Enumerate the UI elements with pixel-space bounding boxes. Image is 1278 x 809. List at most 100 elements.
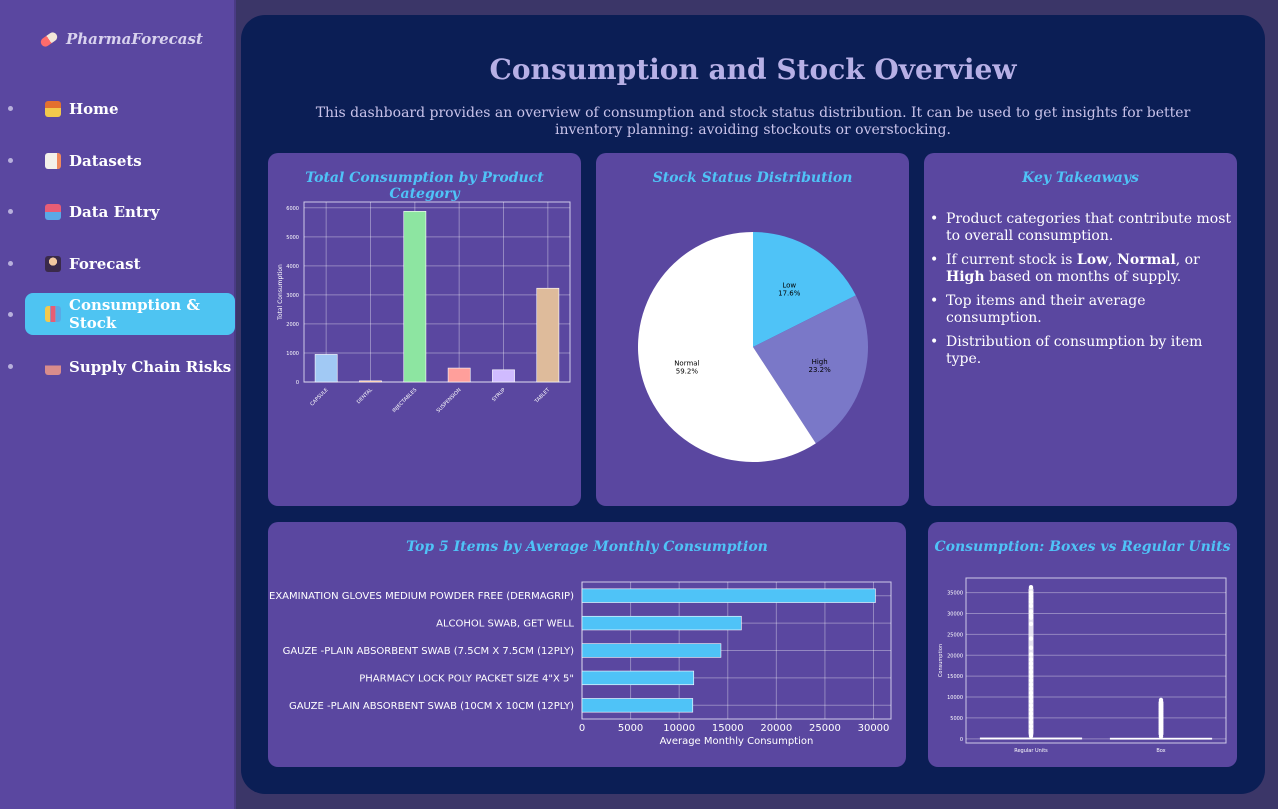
slice-label: High [812, 358, 828, 366]
sidebar-item-label: Consumption & Stock [69, 296, 200, 332]
y-axis-label: Consumption [938, 644, 944, 677]
brand[interactable]: PharmaForecast [39, 30, 203, 48]
x-tick-label: 0 [579, 723, 585, 734]
y-tick-label: 4000 [286, 264, 299, 270]
x-tick-label: INJECTABLES [391, 387, 418, 414]
bar [581, 698, 694, 713]
card-boxes-vs-units: Consumption: Boxes vs Regular Units 0 500… [928, 522, 1237, 767]
card-stock-status: Stock Status Distribution Low 17.6% High 23… [596, 153, 909, 506]
bar [581, 588, 876, 603]
card-title: Consumption: Boxes vs Regular Units [934, 539, 1231, 555]
outlier-point [1028, 682, 1034, 687]
inbox-icon [45, 204, 61, 220]
card-title: Total Consumption by Product Category [305, 170, 544, 202]
slice-pct-label: 23.2% [808, 366, 831, 374]
y-axis-label: Total Consumption [277, 264, 284, 321]
sidebar-item-forecast[interactable]: Forecast [25, 243, 235, 285]
takeaway-item: Distribution of consumption by item type… [930, 334, 1238, 368]
x-tick-label: 20000 [760, 723, 792, 734]
y-tick-label: 5000 [286, 235, 299, 241]
sidebar-item-data-entry[interactable]: Data Entry [25, 191, 235, 233]
outlier-point [1028, 615, 1034, 620]
factory-icon [45, 359, 61, 375]
x-tick-label: 5000 [618, 723, 643, 734]
outlier-point [1028, 665, 1034, 671]
bar [447, 367, 471, 383]
x-tick-label: TABLET [533, 387, 552, 406]
outlier-point [1028, 686, 1034, 691]
page-title: Consumption and Stock Overview [489, 53, 1017, 86]
bar [581, 643, 722, 658]
pill-icon [39, 30, 59, 48]
outlier-point [1028, 724, 1034, 729]
y-tick-label: 1000 [286, 351, 299, 357]
bar [314, 354, 338, 383]
slice-pct-label: 17.6% [778, 289, 801, 297]
bar [492, 369, 515, 383]
outlier-point [1028, 703, 1034, 708]
brand-label: PharmaForecast [66, 30, 203, 48]
outlier-point [1028, 711, 1034, 716]
y-tick-label: 20000 [947, 653, 963, 659]
outlier-point [1028, 715, 1034, 721]
card-title: Top 5 Items by Average Monthly Consumpti… [406, 539, 768, 555]
bar [581, 670, 695, 686]
outlier-point [1028, 673, 1034, 679]
sidebar-item-label: Forecast [69, 255, 141, 273]
outlier-point [1028, 645, 1034, 650]
sidebar-item-label: Datasets [69, 152, 142, 170]
outlier-point [1028, 669, 1034, 675]
card-category-consumption: Total Consumption by Product Category 0 1… [268, 153, 581, 506]
bar-chart-icon [45, 306, 61, 322]
document-icon [45, 153, 61, 169]
nav-bullet [8, 158, 13, 163]
card-key-takeaways: Key Takeaways Product categories that co… [924, 153, 1237, 506]
nav-bullet [8, 209, 13, 214]
fortune-teller-icon [45, 256, 61, 272]
bar [581, 615, 742, 631]
sidebar-item-consumption-stock[interactable]: Consumption & Stock [25, 293, 235, 335]
outlier-point [1028, 661, 1034, 666]
sidebar-item-datasets[interactable]: Datasets [25, 140, 235, 182]
outlier-point [1028, 584, 1034, 590]
y-tick-label: PHARMACY LOCK POLY PACKET SIZE 4"X 5" [359, 673, 574, 684]
outlier-point [1028, 733, 1034, 739]
outlier-point [1028, 707, 1034, 712]
slice-label: Low [782, 281, 796, 289]
x-axis-label: Average Monthly Consumption [660, 736, 814, 747]
card-top5-items: Top 5 Items by Average Monthly Consumpti… [268, 522, 906, 767]
card-title: Key Takeaways [1022, 170, 1139, 186]
plot-area [303, 201, 571, 383]
outlier-point [1158, 734, 1164, 739]
bar [403, 210, 427, 383]
house-icon [45, 101, 61, 117]
y-tick-label: 5000 [950, 716, 963, 722]
sidebar-item-label: Supply Chain Risks [69, 358, 232, 376]
sidebar-item-supply-chain-risks[interactable]: Supply Chain Risks [25, 346, 235, 388]
page-description: This dashboard provides an overview of c… [315, 105, 1191, 138]
outlier-point [1028, 609, 1034, 614]
sidebar-item-label: Data Entry [69, 203, 160, 221]
outlier-point [1028, 590, 1034, 595]
outlier-point [1028, 678, 1034, 683]
sidebar-item-label: Home [69, 100, 119, 118]
x-tick-label: 30000 [858, 723, 890, 734]
y-tick-label: 15000 [947, 674, 963, 680]
main-panel: Consumption and Stock Overview This dash… [241, 15, 1265, 794]
x-tick-label: SYRUP [491, 387, 507, 403]
takeaways-list: Product categories that contribute most … [930, 211, 1238, 375]
y-tick-label: 6000 [286, 206, 299, 212]
y-tick-label: 2000 [286, 322, 299, 328]
sidebar-item-home[interactable]: Home [25, 88, 235, 130]
outlier-point [1028, 699, 1034, 704]
y-tick-label: 0 [296, 380, 299, 386]
takeaway-item: If current stock is Low, Normal, or High… [930, 252, 1238, 286]
nav-bullet [8, 106, 13, 111]
nav-bullet [8, 312, 13, 317]
slice-pct-label: 59.2% [676, 368, 699, 376]
boxes-vs-units-chart: 0 5000 10000 15000 20000 25000 30000 35000 Regul… [938, 577, 1227, 754]
outlier-point [1028, 694, 1034, 700]
outlier-point [1028, 603, 1034, 609]
outlier-point [1028, 636, 1034, 641]
